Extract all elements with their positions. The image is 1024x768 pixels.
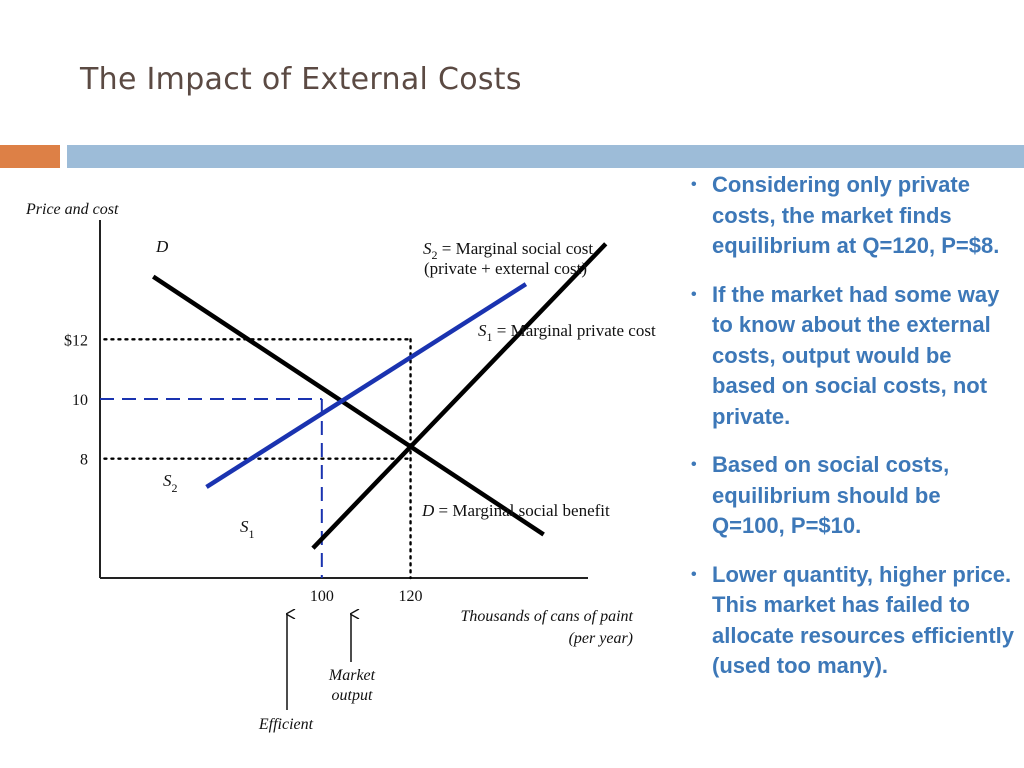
x-tick-label: 120 (399, 588, 423, 605)
bullet-list: • Considering only private costs, the mar… (689, 170, 1019, 700)
y-tick-labels: $12 10 8 (64, 332, 88, 468)
bullet-dot-icon: • (691, 456, 697, 473)
x-tick-labels: 100 120 (310, 588, 423, 605)
demand-desc-label: D = Marginal social benefit (421, 501, 610, 520)
market-output-label-1: Market (328, 667, 376, 684)
curve-s2 (205, 282, 528, 489)
x-axis-label-line1: Thousands of cans of paint (461, 608, 634, 625)
bullet-text: If the market had some way to know about… (712, 281, 1000, 429)
bullet-item: • If the market had some way to know abou… (689, 280, 1019, 433)
curves (151, 242, 608, 550)
bullet-dot-icon: • (691, 285, 697, 303)
slide-title: The Impact of External Costs (80, 62, 522, 97)
bullet-item: • Considering only private costs, the mar… (689, 170, 1019, 262)
guide-lines (100, 338, 412, 580)
y-axis-label: Price and cost (25, 201, 119, 218)
bullet-dot-icon: • (691, 176, 697, 193)
y-tick-label: 10 (72, 392, 88, 409)
efficient-label: Efficient (258, 716, 314, 733)
market-output-label-2: output (332, 687, 373, 704)
bullet-item: • Based on social costs, equilibrium shou… (689, 450, 1019, 542)
bullet-dot-icon: • (691, 565, 697, 583)
externality-chart: Price and cost Thousands of cans of pain… (25, 201, 656, 733)
s1-lower-label: S1 (240, 517, 255, 541)
y-tick-label: 8 (80, 452, 88, 469)
s1-desc-label: S1 = Marginal private cost (478, 321, 656, 344)
bullet-text: Considering only private costs, the mark… (712, 172, 1000, 258)
x-axis-label-line2: (per year) (569, 630, 633, 647)
s2-lower-label: S2 (163, 471, 178, 495)
s2-desc-label: S2 = Marginal social cost (423, 239, 593, 262)
accent-bar-blue (67, 145, 1024, 168)
y-tick-label: $12 (64, 332, 88, 349)
curve-s1 (311, 242, 608, 550)
bullet-item: • Lower quantity, higher price. This mark… (689, 560, 1019, 682)
curve-d (151, 274, 545, 537)
bullet-text: Based on social costs, equilibrium shoul… (712, 452, 950, 538)
s2-desc-label-line2: (private + external cost) (424, 259, 587, 278)
accent-bar-orange (0, 145, 60, 168)
demand-top-label: D (155, 237, 169, 256)
bullet-text: Lower quantity, higher price. This marke… (712, 561, 1015, 679)
x-tick-label: 100 (310, 588, 334, 605)
